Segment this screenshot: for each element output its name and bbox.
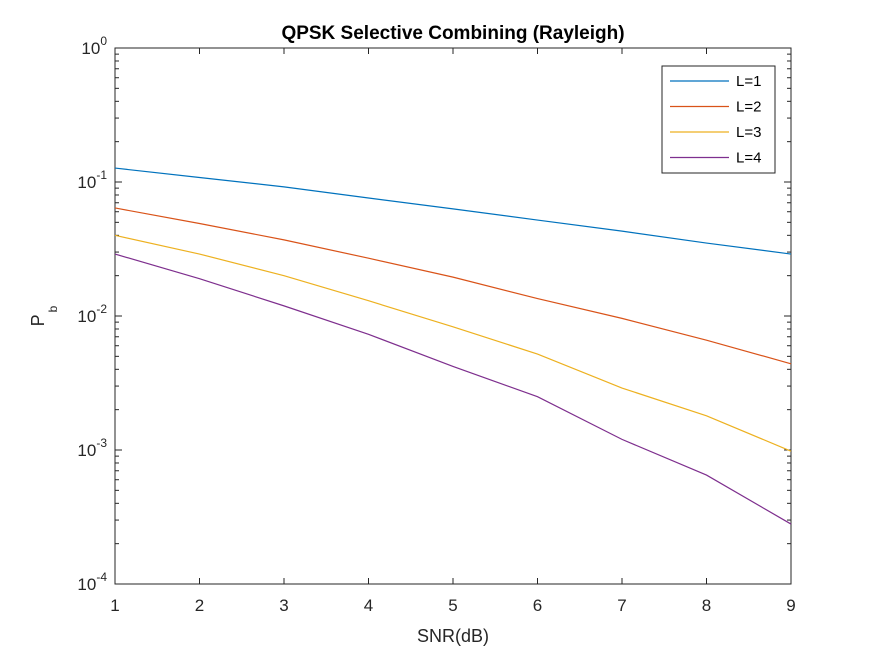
x-tick-label: 9 xyxy=(786,596,795,615)
series-line-L1 xyxy=(114,167,792,255)
series-line-L4 xyxy=(114,253,792,525)
x-tick-label: 7 xyxy=(617,596,626,615)
y-axis: 10-4 10-3 10-2 10-1 100 xyxy=(77,34,791,594)
x-tick-label: 8 xyxy=(702,596,711,615)
x-axis: 1 2 3 4 5 6 7 8 9 xyxy=(110,48,796,615)
x-tick-label: 1 xyxy=(110,596,119,615)
legend-label: L=4 xyxy=(736,150,761,167)
series-lines xyxy=(114,167,792,525)
legend: L=1 L=2 L=3 L=4 xyxy=(661,65,776,174)
x-tick-label: 6 xyxy=(533,596,542,615)
y-tick-label: 10-4 xyxy=(77,570,107,594)
y-tick-label: 10-3 xyxy=(77,436,107,460)
y-axis-label-sub: b xyxy=(46,305,60,312)
svg-text:Pb: Pb xyxy=(28,305,60,326)
chart-title: QPSK Selective Combining (Rayleigh) xyxy=(281,23,624,44)
series-line-L2 xyxy=(114,207,792,365)
x-tick-label: 5 xyxy=(448,596,457,615)
legend-box xyxy=(661,65,776,174)
y-axis-label: Pb xyxy=(28,305,60,326)
y-tick-label: 10-2 xyxy=(77,302,107,326)
y-axis-label-main: P xyxy=(28,314,48,326)
x-tick-label: 3 xyxy=(279,596,288,615)
x-tick-label: 2 xyxy=(195,596,204,615)
x-tick-label: 4 xyxy=(364,596,373,615)
y-tick-label: 100 xyxy=(81,34,107,58)
x-axis-label: SNR(dB) xyxy=(417,626,489,646)
series-line-L3 xyxy=(114,234,792,452)
legend-label: L=3 xyxy=(736,124,761,141)
legend-label: L=2 xyxy=(736,99,761,116)
legend-label: L=1 xyxy=(736,73,761,90)
y-tick-label: 10-1 xyxy=(77,168,107,192)
